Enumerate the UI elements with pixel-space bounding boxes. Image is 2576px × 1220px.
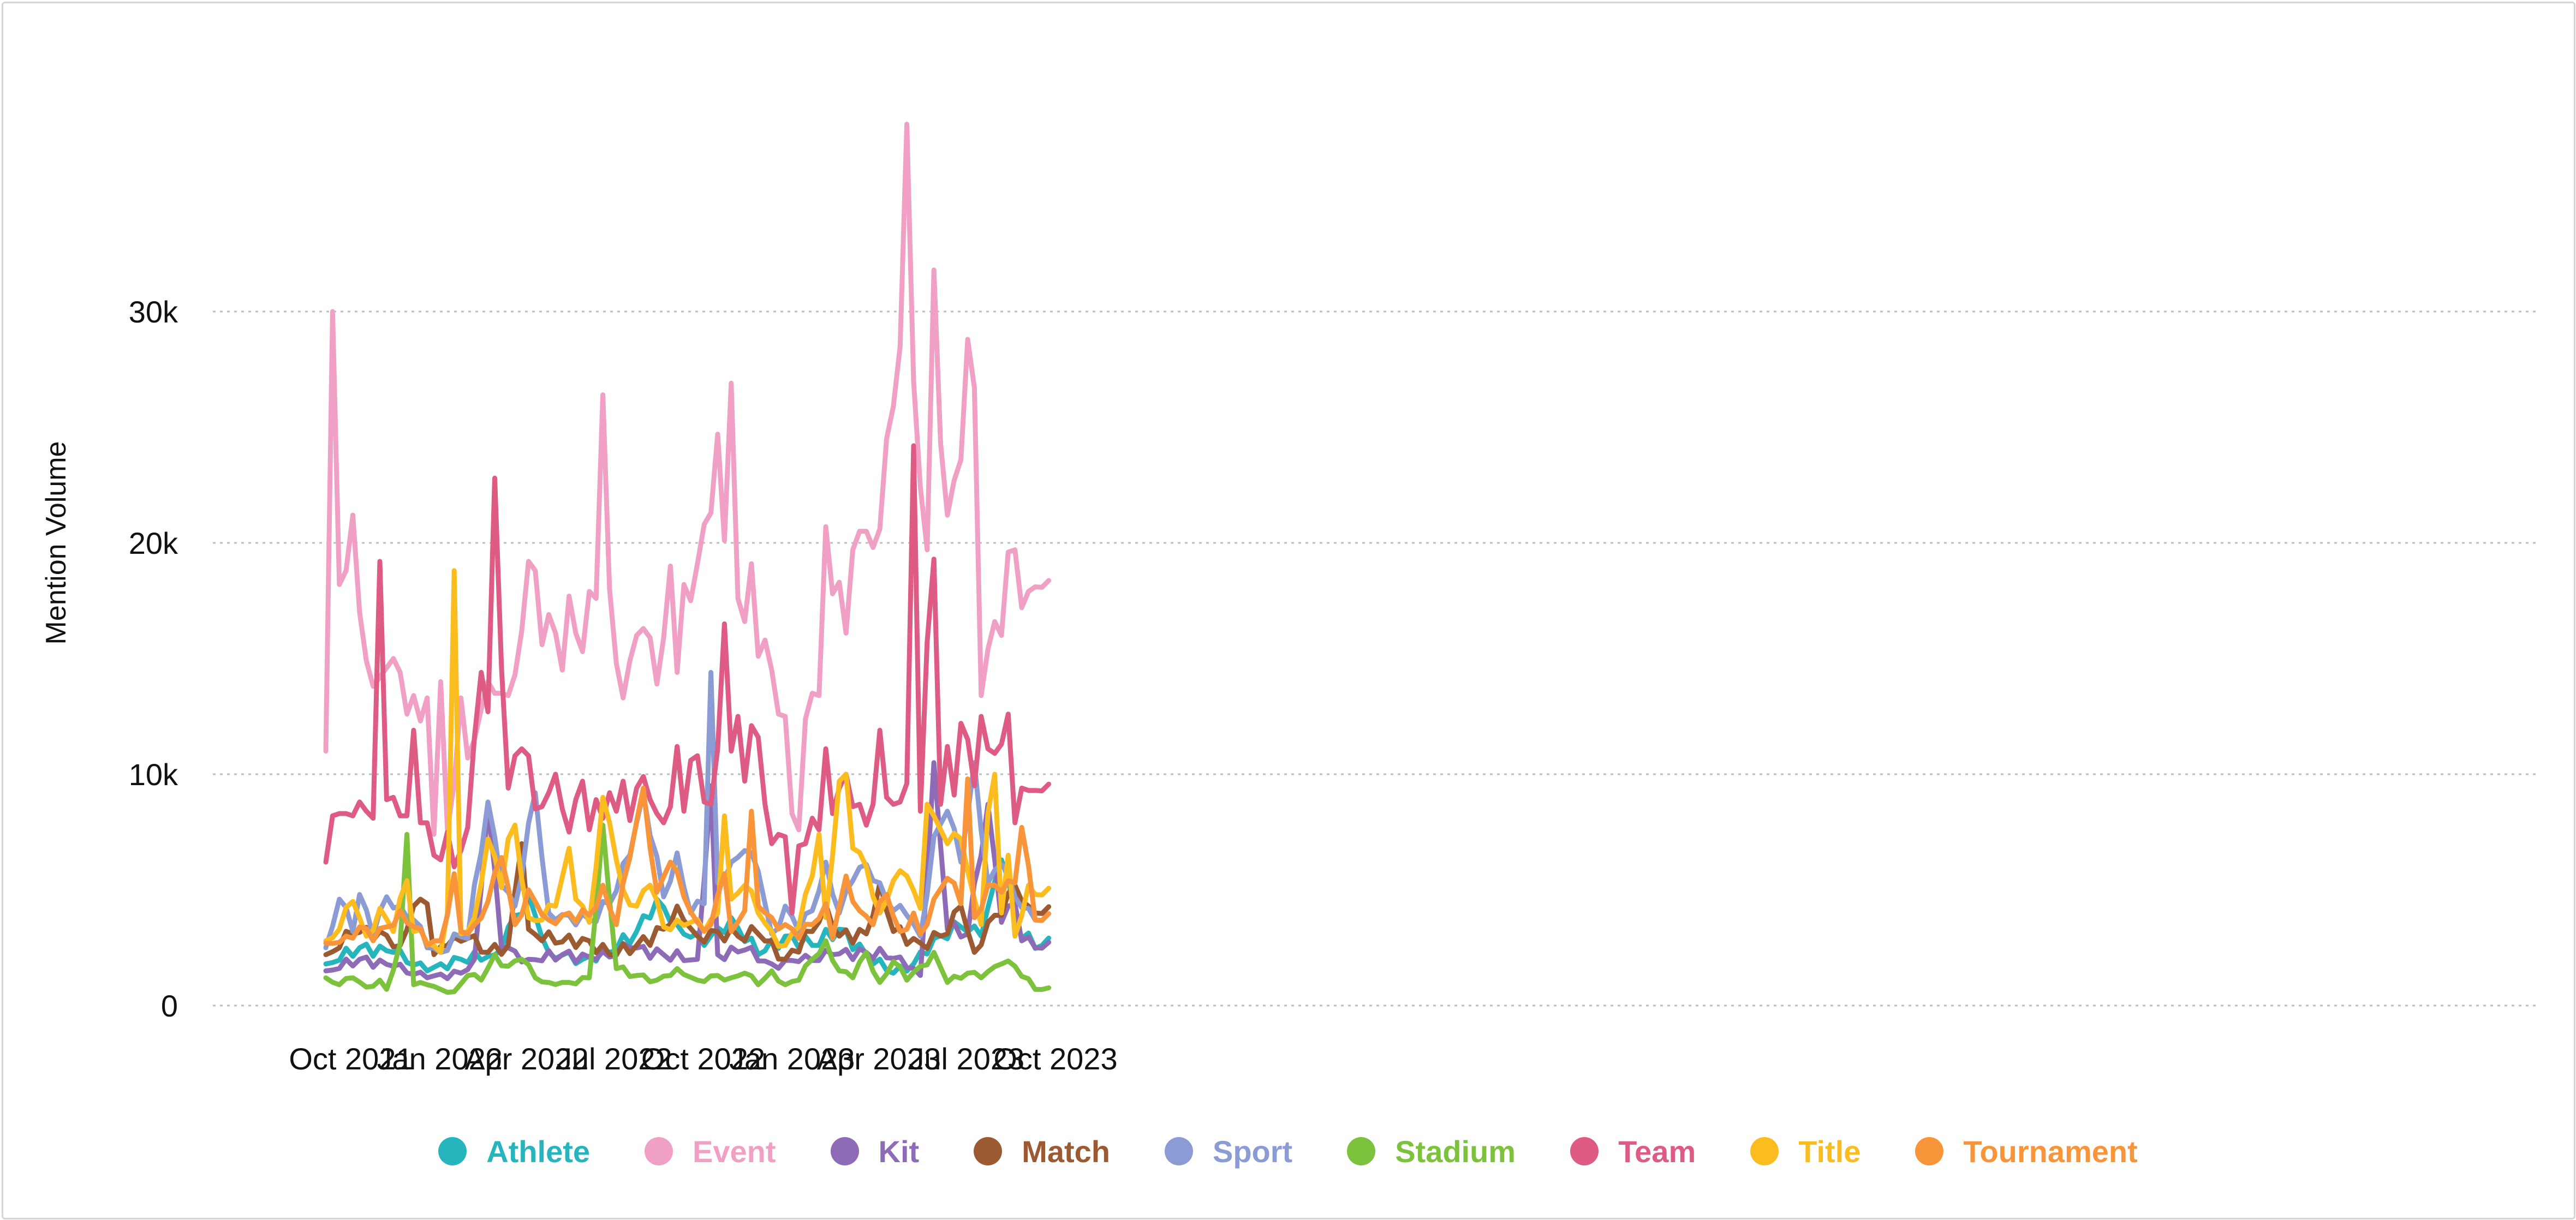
legend-swatch bbox=[974, 1137, 1003, 1165]
legend-label: Team bbox=[1618, 1134, 1696, 1169]
legend-label: Tournament bbox=[1963, 1134, 2138, 1169]
legend-swatch bbox=[645, 1137, 673, 1165]
x-tick-label: Oct 2023 bbox=[993, 1042, 1117, 1076]
series-line-stadium bbox=[323, 822, 1052, 995]
legend-swatch bbox=[438, 1137, 467, 1165]
x-tick-label: Oct 2022 bbox=[641, 1042, 765, 1076]
legend-item-title[interactable]: Title bbox=[1750, 1134, 1861, 1169]
legend-swatch bbox=[1750, 1137, 1779, 1165]
legend-item-stadium[interactable]: Stadium bbox=[1347, 1134, 1516, 1169]
legend-swatch bbox=[1915, 1137, 1944, 1165]
legend-label: Kit bbox=[878, 1134, 920, 1169]
y-tick-label: 10k bbox=[129, 757, 178, 792]
series-line-athlete bbox=[323, 857, 1052, 976]
series-line-tournament bbox=[323, 776, 1052, 948]
series-line-kit bbox=[323, 760, 1052, 982]
x-tick-label: Apr 2022 bbox=[464, 1042, 588, 1076]
x-tick-label: Apr 2023 bbox=[817, 1042, 941, 1076]
legend-label: Athlete bbox=[486, 1134, 591, 1169]
y-axis-title: Mention Volume bbox=[40, 441, 72, 645]
x-tick-label: Jan 2022 bbox=[377, 1042, 502, 1076]
y-tick-label: 30k bbox=[129, 295, 178, 329]
x-tick-label: Jul 2022 bbox=[557, 1042, 672, 1076]
y-axis-ticks: 0 10k 20k 30k bbox=[129, 295, 178, 1023]
legend-label: Event bbox=[693, 1134, 776, 1169]
legend-item-event[interactable]: Event bbox=[645, 1134, 776, 1169]
x-tick-label: Jul 2023 bbox=[909, 1042, 1024, 1076]
gridlines bbox=[213, 310, 2538, 1007]
series-line-team bbox=[323, 443, 1052, 916]
y-tick-label: 0 bbox=[161, 989, 178, 1023]
legend: Athlete Event Kit Match Sport Stadium Team Titl… bbox=[0, 1127, 2576, 1176]
legend-item-athlete[interactable]: Athlete bbox=[438, 1134, 590, 1169]
legend-item-match[interactable]: Match bbox=[974, 1134, 1110, 1169]
legend-swatch bbox=[1570, 1137, 1599, 1165]
legend-label: Stadium bbox=[1395, 1134, 1516, 1169]
legend-swatch bbox=[830, 1137, 859, 1165]
legend-item-kit[interactable]: Kit bbox=[830, 1134, 920, 1169]
legend-swatch bbox=[1347, 1137, 1376, 1165]
series-lines bbox=[323, 122, 1052, 995]
y-tick-label: 20k bbox=[129, 526, 178, 560]
legend-item-tournament[interactable]: Tournament bbox=[1915, 1134, 2138, 1169]
x-tick-label: Jan 2023 bbox=[729, 1042, 855, 1076]
x-tick-label: Oct 2021 bbox=[289, 1042, 413, 1076]
legend-item-team[interactable]: Team bbox=[1570, 1134, 1696, 1169]
legend-label: Sport bbox=[1212, 1134, 1293, 1169]
legend-label: Title bbox=[1798, 1134, 1861, 1169]
legend-swatch bbox=[1164, 1137, 1193, 1165]
legend-item-sport[interactable]: Sport bbox=[1164, 1134, 1293, 1169]
series-line-event bbox=[323, 122, 1052, 837]
legend-label: Match bbox=[1022, 1134, 1110, 1169]
